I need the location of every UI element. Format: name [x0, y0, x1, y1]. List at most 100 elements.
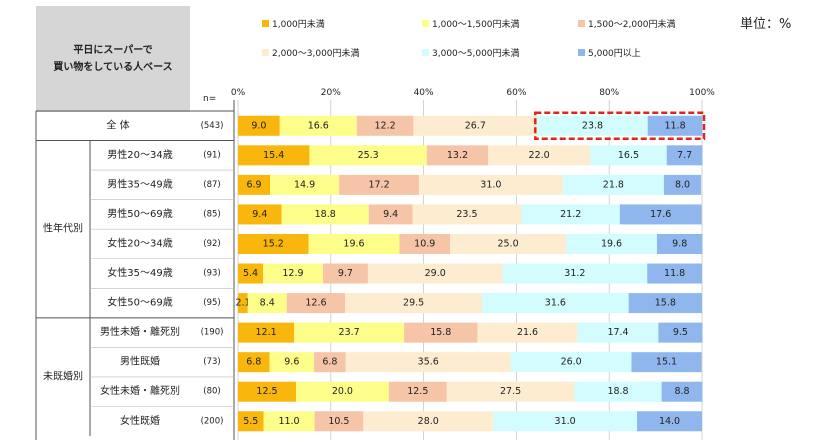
x-tick-label: 20%: [321, 88, 341, 98]
row-label: 女性20～34歳: [107, 236, 172, 249]
bar-segment: [368, 204, 413, 225]
data-label: 25.0: [497, 238, 518, 249]
row-n-value: (543): [201, 121, 224, 131]
data-label: 31.0: [555, 416, 576, 427]
data-label: 25.3: [358, 150, 379, 161]
legend-label: 3,000～5,000円未満: [432, 49, 520, 59]
data-label: 15.4: [263, 150, 284, 161]
bar-segment: [238, 263, 264, 284]
highlight-box: [534, 111, 706, 141]
row-n-value: (92): [203, 239, 220, 249]
legend-item: 1,500～2,000円未満: [578, 17, 676, 30]
x-tick-label: 80%: [599, 88, 619, 98]
row-n-value: (91): [203, 150, 220, 160]
legend-item: 1,000～1,500円未満: [422, 17, 520, 30]
group-label: 未既婚別: [43, 369, 83, 382]
bar-segment: [446, 381, 575, 402]
bar-segment: [426, 145, 489, 166]
data-label: 15.8: [430, 327, 451, 338]
data-label: 9.6: [284, 357, 299, 368]
bar-segment: [619, 204, 702, 225]
data-label: 17.2: [368, 179, 389, 190]
data-label: 8.8: [674, 386, 689, 397]
row-n-value: (73): [203, 357, 220, 367]
data-label: 31.6: [545, 298, 566, 309]
data-label: 29.5: [403, 298, 424, 309]
data-label: 9.8: [672, 238, 687, 249]
data-label: 12.5: [407, 386, 428, 397]
bar-segment: [238, 174, 271, 195]
data-label: 17.6: [650, 209, 671, 220]
bar-segment: [577, 322, 659, 343]
data-label: 14.0: [659, 416, 680, 427]
row-n-value: (85): [203, 209, 220, 219]
data-label: 8.4: [260, 298, 275, 309]
bar-segment: [345, 352, 511, 373]
chart-title-line-1: 平日にスーパーで: [73, 45, 153, 56]
x-tick-label: 100%: [689, 88, 715, 98]
legend-item: 2,000～3,000円未満: [262, 46, 360, 59]
legend-label: 1,000円未満: [272, 20, 325, 30]
data-label: 9.4: [383, 209, 398, 220]
data-label: 18.8: [607, 386, 628, 397]
x-tick-label: 0%: [231, 88, 246, 98]
row-n-value: (87): [203, 180, 220, 190]
legend-label: 1,000～1,500円未満: [432, 20, 520, 30]
row-label: 女性未婚・離死別: [100, 384, 180, 397]
bar-segment: [658, 322, 703, 343]
bar-segment: [404, 322, 478, 343]
bar-segment: [647, 115, 703, 136]
bar-segment: [238, 145, 310, 166]
bar-segment: [502, 263, 648, 284]
data-label: 9.0: [251, 120, 266, 131]
bar-segment: [314, 411, 364, 432]
bar-segment: [309, 145, 427, 166]
row-label: 男性未婚・離死別: [100, 325, 180, 338]
legend-swatch: [578, 49, 585, 56]
bar-segment: [279, 115, 357, 136]
legend-swatch: [262, 49, 269, 56]
row-label: 女性50～69歳: [107, 296, 172, 309]
bar-segment: [238, 352, 270, 373]
bar-segment: [493, 411, 638, 432]
bar-segment: [450, 233, 567, 254]
bar-segment: [521, 204, 620, 225]
bar-segment: [314, 352, 346, 373]
data-label: 11.0: [278, 416, 299, 427]
data-label: 11.8: [665, 120, 686, 131]
row-n-value: (190): [201, 328, 224, 338]
bar-segment: [238, 381, 296, 402]
bar-segment: [418, 174, 563, 195]
bar-segment: [238, 233, 309, 254]
bar-segment: [286, 293, 346, 314]
legend-item: 3,000～5,000円未満: [422, 46, 520, 59]
row-n-value: (95): [203, 298, 220, 308]
data-label: 16.5: [618, 150, 639, 161]
data-label: 9.5: [673, 327, 688, 338]
legend-swatch: [422, 20, 429, 27]
data-label: 12.2: [375, 120, 396, 131]
data-label: 31.0: [480, 179, 501, 190]
bar-segment: [247, 293, 287, 314]
bar-segment: [263, 411, 315, 432]
bar-segment: [367, 263, 503, 284]
data-label: 10.9: [414, 238, 435, 249]
data-label: 5.4: [243, 268, 258, 279]
bar-segment: [269, 352, 315, 373]
legend-item: 1,000円未満: [262, 17, 325, 30]
bar-segment: [238, 411, 264, 432]
data-label: 21.2: [560, 209, 581, 220]
bar-segment: [477, 322, 578, 343]
data-label: 12.5: [256, 386, 277, 397]
x-tick-label: 40%: [414, 88, 434, 98]
chart-title-line-2: 買い物をしている人ベース: [53, 62, 173, 73]
bar-segment: [238, 115, 280, 136]
bar-segment: [590, 145, 667, 166]
bar-segment: [566, 233, 657, 254]
legend-label: 2,000～3,000円未満: [272, 49, 360, 59]
legend-swatch: [422, 49, 429, 56]
data-label: 2.1: [235, 298, 250, 309]
unit-label: 単位：%: [740, 17, 792, 32]
data-label: 12.1: [255, 327, 276, 338]
